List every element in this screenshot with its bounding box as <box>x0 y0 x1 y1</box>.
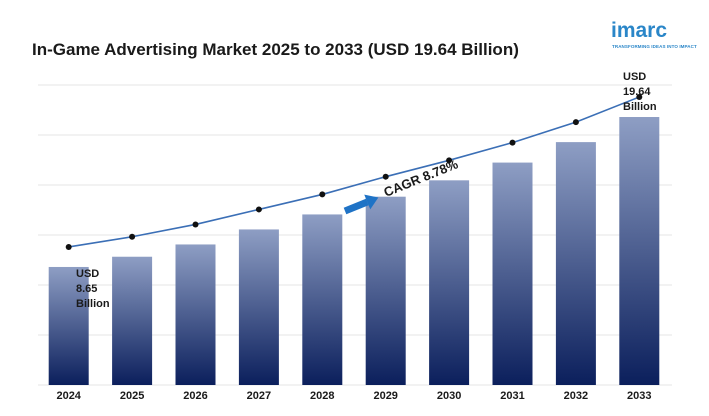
tick-label-2025: 2025 <box>120 390 144 402</box>
chart-title: In-Game Advertising Market 2025 to 2033 … <box>32 40 519 59</box>
tick-label-2031: 2031 <box>500 390 524 402</box>
last-value-label: 19.64 <box>623 86 651 98</box>
bar-2026 <box>175 244 216 385</box>
bar-2030 <box>429 180 470 385</box>
bar-2029 <box>365 196 406 385</box>
bar-2024 <box>48 266 89 385</box>
bar-2027 <box>238 229 279 385</box>
last-value-label: USD <box>623 71 646 83</box>
trend-point-2030 <box>446 157 453 164</box>
logo-wordmark: imarc <box>611 19 668 42</box>
trend-point-2031 <box>509 139 516 146</box>
trend-polyline <box>68 96 640 248</box>
tick-label-2024: 2024 <box>56 390 81 402</box>
first-value-label: Billion <box>76 298 110 310</box>
trend-point-2027 <box>255 206 262 213</box>
bar-2028 <box>302 214 343 385</box>
last-value-label: Billion <box>623 101 657 113</box>
trend-point-2025 <box>129 233 136 240</box>
trend-point-2026 <box>192 221 199 228</box>
trend-point-2024 <box>65 243 72 250</box>
tick-label-2027: 2027 <box>247 390 271 402</box>
trend-point-2028 <box>319 191 326 198</box>
bar-2032 <box>555 142 596 385</box>
logo-tagline: TRANSFORMING IDEAS INTO IMPACT <box>612 44 697 49</box>
cagr-arrow-head <box>364 194 379 210</box>
bar-2031 <box>492 162 533 385</box>
imarc-logo: imarc TRANSFORMING IDEAS INTO IMPACT <box>611 19 697 56</box>
tick-label-2033: 2033 <box>627 390 651 402</box>
trend-point-2029 <box>382 173 389 180</box>
trend-line <box>65 94 643 250</box>
tick-label-2028: 2028 <box>310 390 334 402</box>
x-tick-labels: 2024 2025 2026 2027 2028 2029 2030 2031 2032 2033 <box>56 390 651 402</box>
bar-2025 <box>112 256 153 385</box>
first-value-label: USD <box>76 268 99 280</box>
tick-label-2026: 2026 <box>183 390 207 402</box>
trend-point-2032 <box>572 119 579 126</box>
tick-label-2030: 2030 <box>437 390 461 402</box>
cagr-arrow <box>343 194 379 215</box>
bar-2033 <box>619 117 660 385</box>
cagr-arrow-shaft <box>343 198 369 215</box>
tick-label-2032: 2032 <box>564 390 588 402</box>
tick-label-2029: 2029 <box>373 390 397 402</box>
first-value-label: 8.65 <box>76 283 97 295</box>
trend-point-2033 <box>636 94 643 100</box>
bars <box>48 117 660 385</box>
